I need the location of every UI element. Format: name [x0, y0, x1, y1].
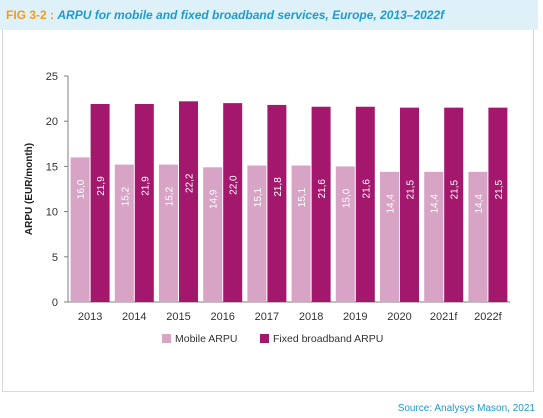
- data-label-fixed: 22,2: [185, 173, 196, 193]
- data-label-mobile: 15,1: [253, 187, 264, 207]
- legend-label: Mobile ARPU: [175, 333, 237, 345]
- legend-label: Fixed broadband ARPU: [273, 333, 383, 345]
- y-tick-label: 20: [46, 116, 58, 128]
- data-label-mobile: 14,4: [430, 194, 441, 214]
- bar-mobile-arpu: [424, 171, 444, 302]
- x-tick-label: 2022f: [474, 311, 502, 323]
- data-label-fixed: 21,9: [96, 176, 107, 196]
- bar-fixed-broadband-arpu: [488, 107, 508, 302]
- data-label-mobile: 14,9: [209, 189, 220, 209]
- bar-fixed-broadband-arpu: [355, 106, 375, 303]
- x-tick-label: 2013: [78, 311, 102, 323]
- figure-title-bar: FIG 3-2 : ARPU for mobile and fixed broa…: [0, 0, 538, 30]
- title-separator: :: [46, 8, 58, 22]
- bar-mobile-arpu: [380, 171, 399, 302]
- bar-mobile-arpu: [114, 164, 134, 302]
- bar-chart: 0 5 10 15 20 25 ARPU (EUR/month) 16,0 21,9 2013 15…: [24, 71, 510, 345]
- data-label-mobile: 14,4: [474, 194, 485, 214]
- x-tick-label: 2021f: [430, 311, 458, 323]
- legend-swatch: [162, 334, 171, 343]
- data-label-fixed: 21,6: [317, 179, 328, 199]
- bar-fixed-broadband-arpu: [223, 103, 243, 303]
- bar-mobile-arpu: [335, 166, 355, 302]
- data-label-fixed: 21,8: [273, 177, 284, 197]
- y-tick-label: 5: [52, 252, 58, 264]
- bar-fixed-broadband-arpu: [444, 107, 464, 302]
- bar-mobile-arpu: [159, 164, 178, 302]
- data-label-mobile: 15,0: [341, 188, 352, 208]
- bar-mobile-arpu: [247, 165, 267, 302]
- data-label-mobile: 15,2: [120, 186, 131, 206]
- y-tick-label: 15: [46, 161, 58, 173]
- chart-frame: [2, 30, 534, 392]
- bar-fixed-broadband-arpu: [400, 107, 419, 302]
- bar-mobile-arpu: [203, 167, 223, 302]
- data-label-mobile: 16,0: [76, 179, 87, 199]
- x-tick-label: 2015: [166, 311, 190, 323]
- y-tick-label: 0: [52, 297, 58, 309]
- bar-fixed-broadband-arpu: [179, 101, 198, 302]
- data-label-mobile: 15,1: [297, 187, 308, 207]
- y-axis-label: ARPU (EUR/month): [24, 143, 35, 235]
- data-label-fixed: 22,0: [229, 175, 240, 195]
- bar-fixed-broadband-arpu: [311, 106, 331, 303]
- source-note: Source: Analysys Mason, 2021: [397, 403, 535, 414]
- bar-fixed-broadband-arpu: [267, 104, 287, 302]
- data-label-fixed: 21,5: [406, 179, 417, 199]
- legend-swatch: [260, 334, 269, 343]
- bar-fixed-broadband-arpu: [134, 104, 154, 302]
- bar-mobile-arpu: [70, 157, 90, 302]
- bar-mobile-arpu: [468, 171, 488, 302]
- x-tick-label: 2017: [255, 311, 279, 323]
- x-tick-label: 2019: [343, 311, 367, 323]
- data-label-mobile: 14,4: [386, 194, 397, 214]
- x-tick-label: 2020: [387, 311, 411, 323]
- chart-title: ARPU for mobile and fixed broadband serv…: [57, 8, 445, 22]
- x-tick-label: 2016: [210, 311, 234, 323]
- y-tick-label: 10: [46, 207, 58, 219]
- bar-mobile-arpu: [291, 165, 311, 302]
- data-label-fixed: 21,5: [494, 179, 505, 199]
- data-label-fixed: 21,6: [361, 179, 372, 199]
- data-label-fixed: 21,5: [450, 179, 461, 199]
- y-tick-label: 25: [46, 71, 58, 83]
- x-tick-label: 2018: [299, 311, 323, 323]
- bar-fixed-broadband-arpu: [90, 104, 110, 302]
- data-label-mobile: 15,2: [165, 186, 176, 206]
- figure-label: FIG 3-2: [6, 8, 47, 22]
- data-label-fixed: 21,9: [140, 176, 151, 196]
- x-tick-label: 2014: [122, 311, 146, 323]
